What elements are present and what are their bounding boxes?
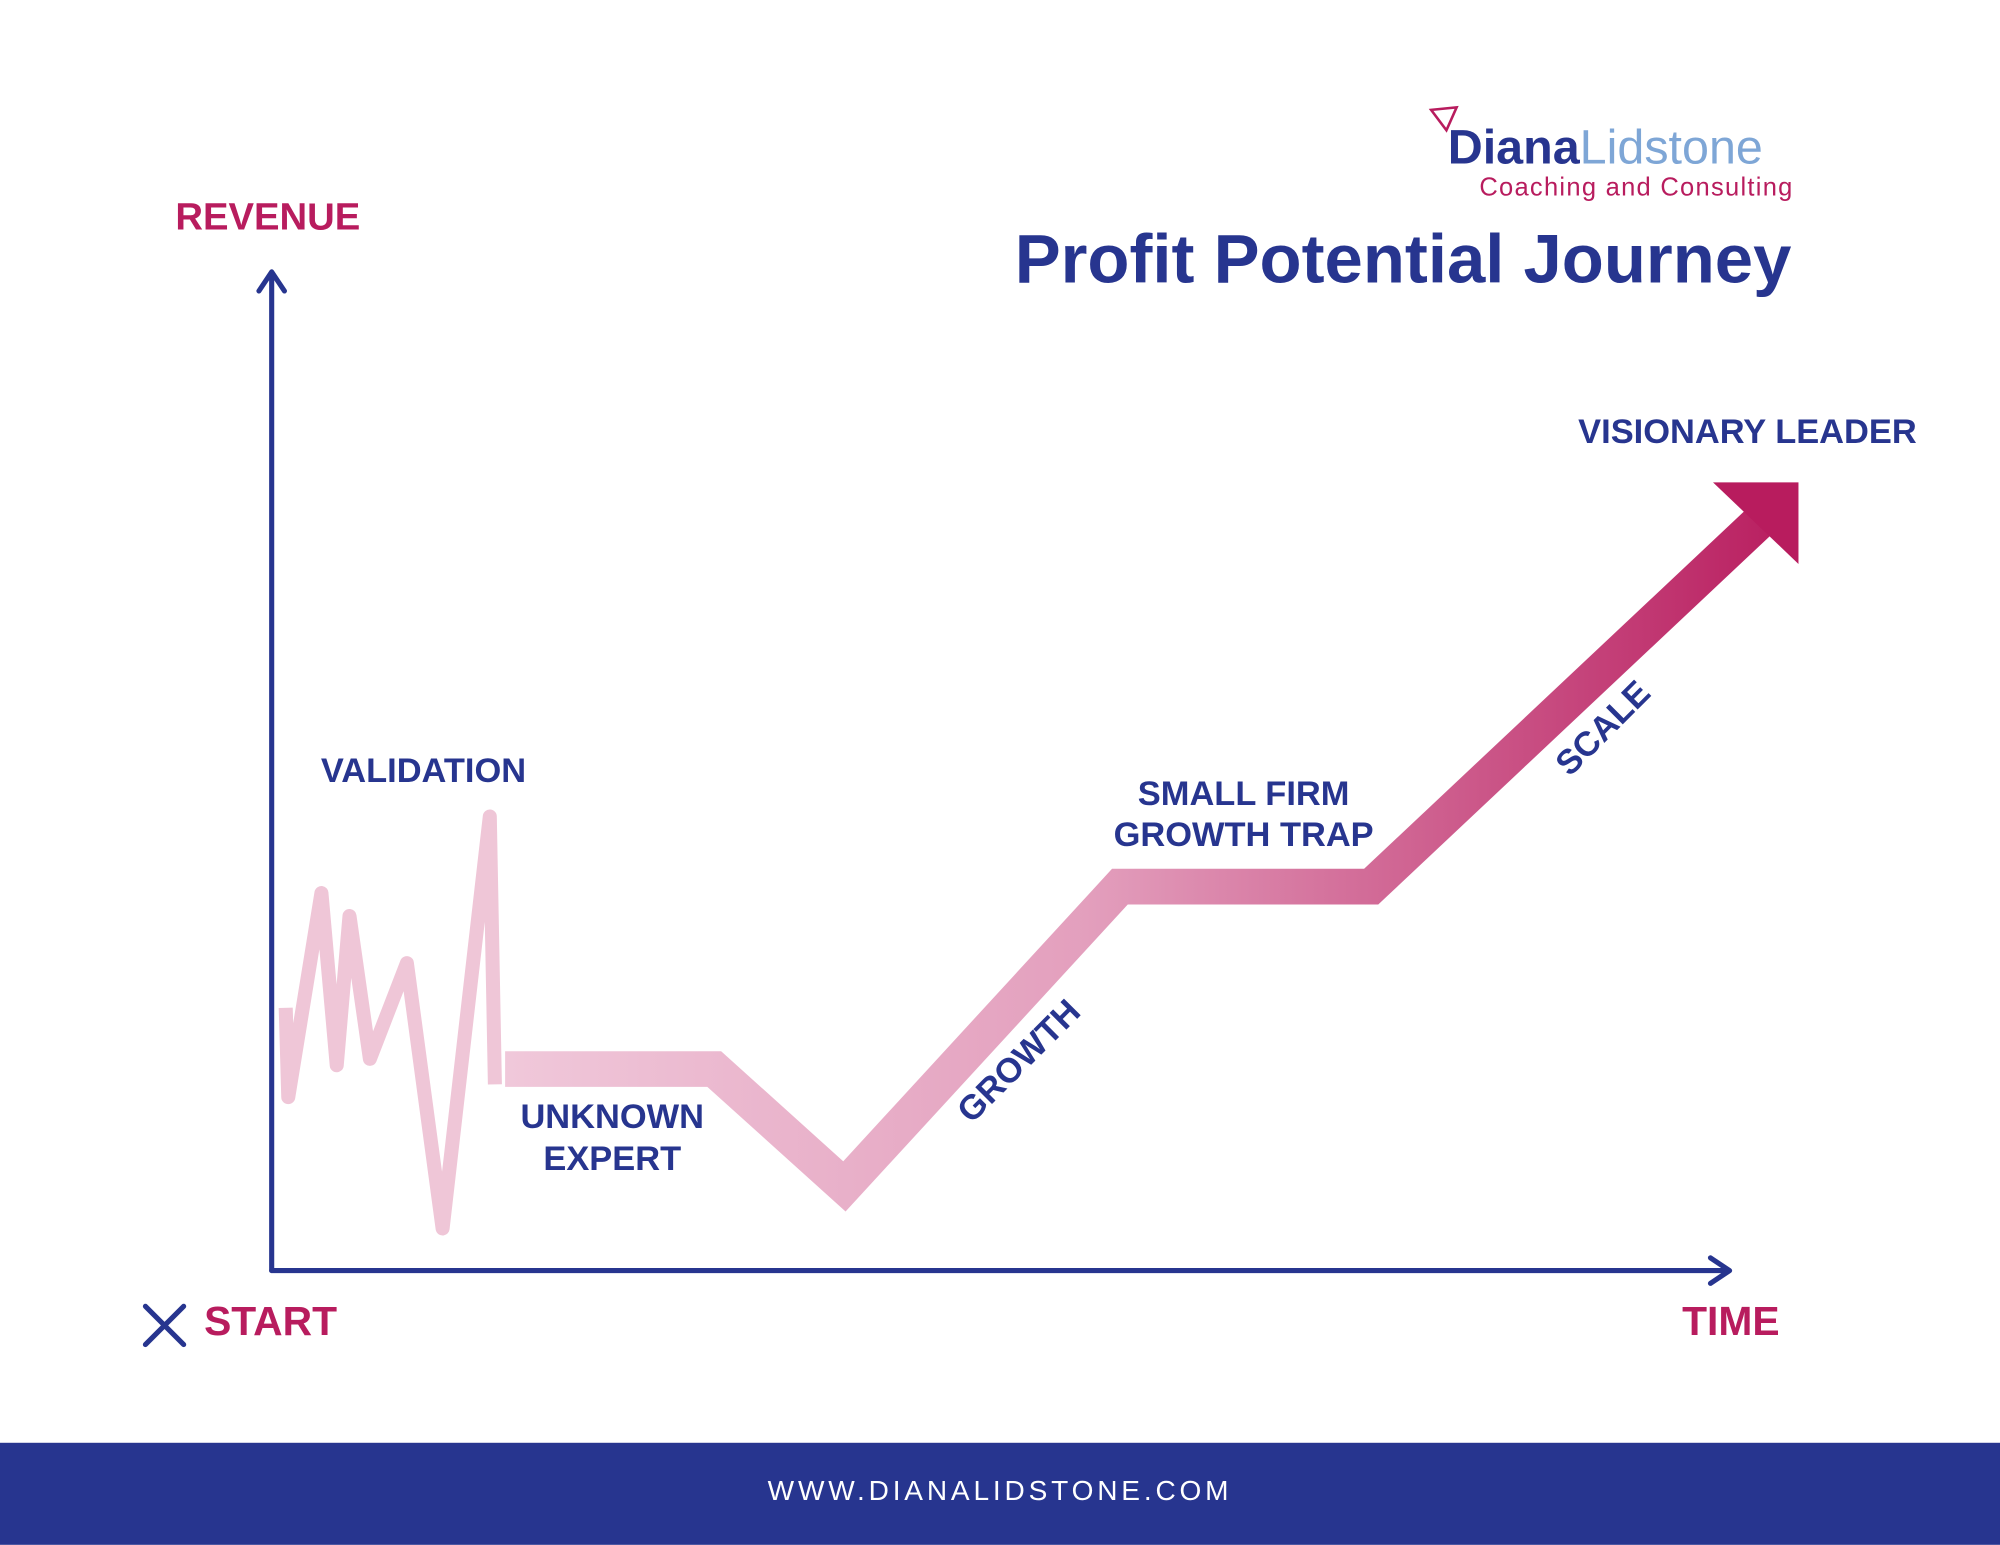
footer-bar: [0, 1442, 2000, 1545]
journey-path: [505, 510, 1770, 1212]
unknown-expert-label: UNKNOWN: [520, 1098, 704, 1136]
x-axis-label: TIME: [1682, 1298, 1779, 1344]
y-axis-label: REVENUE: [175, 196, 360, 239]
validation-label: VALIDATION: [321, 752, 526, 790]
visionary-leader-label: VISIONARY LEADER: [1578, 413, 1917, 451]
logo-icon: [1428, 105, 1459, 133]
logo-second: Lidstone: [1580, 120, 1763, 174]
growth-trap-label: GROWTH TRAP: [1114, 816, 1374, 854]
logo-tagline: Coaching and Consulting: [1479, 174, 1793, 202]
logo-first: Diana: [1448, 120, 1581, 174]
title: Profit Potential Journey: [1015, 220, 1792, 297]
logo-text: DianaLidstone: [1448, 120, 1763, 174]
axes: [142, 269, 1733, 1348]
growth-trap-label: SMALL FIRM: [1138, 775, 1350, 813]
validation-squiggle: [278, 809, 502, 1236]
unknown-expert-label: EXPERT: [543, 1140, 681, 1178]
footer-url[interactable]: WWW.DIANALIDSTONE.COM: [768, 1475, 1233, 1506]
start-label: START: [204, 1298, 337, 1344]
